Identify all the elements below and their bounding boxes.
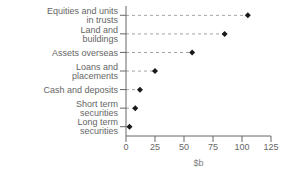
svg-text:Land andbuildings: Land andbuildings [80,25,118,44]
svg-text:Loans andplacements: Loans andplacements [72,62,119,81]
svg-text:Cash and deposits: Cash and deposits [43,85,118,95]
svg-text:25: 25 [150,142,160,152]
svg-text:125: 125 [263,142,275,152]
svg-text:0: 0 [123,142,128,152]
svg-text:75: 75 [208,142,218,152]
svg-text:Long termsecurities: Long termsecurities [77,117,118,136]
svg-text:Assets overseas: Assets overseas [52,48,119,58]
svg-text:$b: $b [193,158,203,168]
svg-text:Equities and unitsin trusts: Equities and unitsin trusts [47,6,119,25]
svg-text:50: 50 [179,142,189,152]
svg-text:100: 100 [234,142,249,152]
svg-text:Short termsecurities: Short termsecurities [76,99,119,118]
